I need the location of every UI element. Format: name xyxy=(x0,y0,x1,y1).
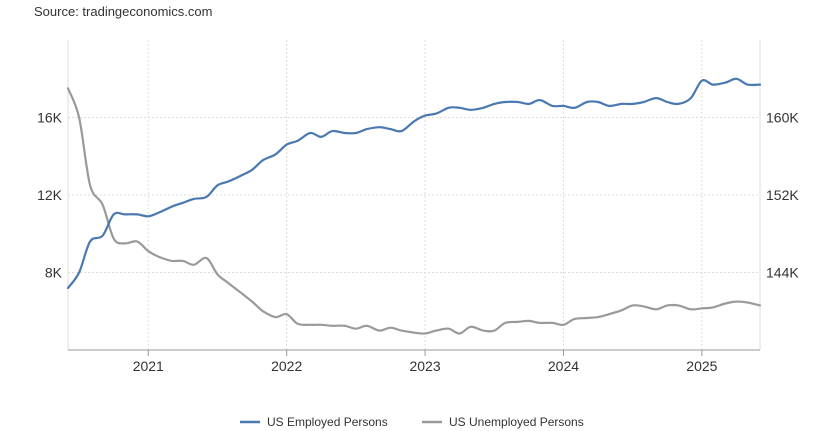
left-axis: 8K 12K 16K xyxy=(37,110,63,281)
source-label: Source: tradingeconomics.com xyxy=(34,4,213,19)
legend-label-us-unemployed-persons: US Unemployed Persons xyxy=(449,415,584,429)
x-tick-label: 2024 xyxy=(548,358,579,374)
right-axis: 144K 152K 160K xyxy=(766,110,799,281)
series-lines xyxy=(66,77,762,335)
grid xyxy=(67,40,761,350)
right-tick-label: 160K xyxy=(766,110,799,126)
right-tick-label: 152K xyxy=(766,187,799,203)
left-tick-label: 12K xyxy=(37,187,63,203)
legend-label-us-employed-persons: US Employed Persons xyxy=(267,415,388,429)
left-tick-label: 16K xyxy=(37,110,63,126)
x-tick-label: 2023 xyxy=(409,358,440,374)
right-tick-label: 144K xyxy=(766,265,799,281)
x-tick-label: 2021 xyxy=(133,358,164,374)
x-tick-label: 2022 xyxy=(271,358,302,374)
legend: US Employed Persons US Unemployed Persons xyxy=(240,415,584,429)
x-tick-label: 2025 xyxy=(686,358,717,374)
series-line-us-employed-persons xyxy=(66,77,762,290)
left-tick-label: 8K xyxy=(45,265,63,281)
series-line-us-unemployed-persons xyxy=(66,87,762,335)
x-axis: 2021 2022 2023 2024 2025 xyxy=(68,349,760,374)
